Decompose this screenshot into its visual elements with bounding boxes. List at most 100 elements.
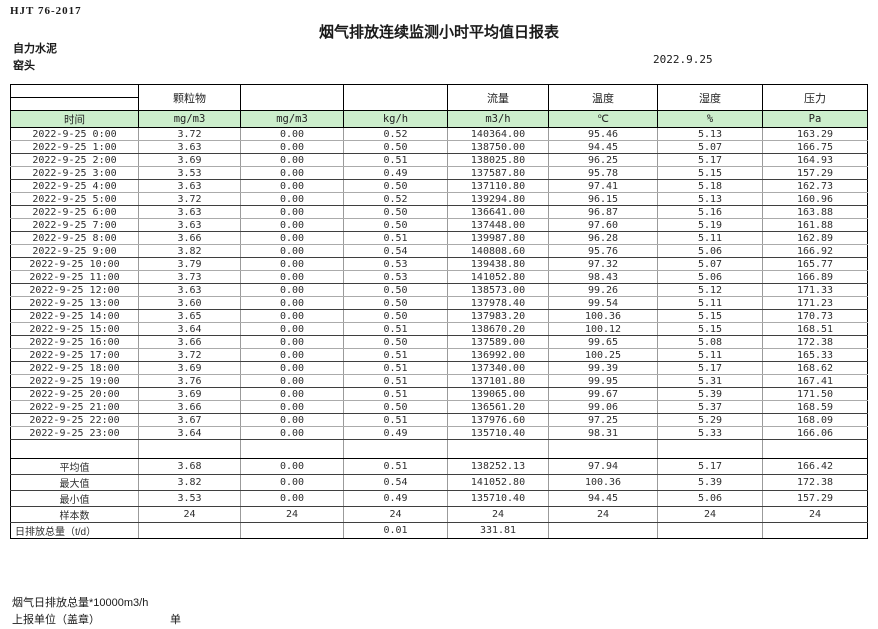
unit-percent: % [657, 110, 763, 128]
cell-time: 2022-9-25 20:00 [10, 387, 139, 401]
cell-value: 0.00 [240, 270, 344, 284]
cell-value: 5.17 [657, 153, 763, 167]
report-date: 2022.9.25 [653, 53, 713, 66]
cell-value: 5.18 [657, 179, 763, 193]
cell-value: 157.29 [762, 490, 868, 507]
cell-value: 0.00 [240, 374, 344, 388]
cell-value: 137983.20 [447, 309, 549, 323]
cell-value: 5.12 [657, 283, 763, 297]
cell-value: 5.29 [657, 413, 763, 427]
header-blank-bottom [10, 97, 139, 111]
unit-m3h: m3/h [447, 110, 549, 128]
cell-value: 97.32 [548, 257, 658, 271]
cell-value: 3.72 [138, 192, 241, 206]
cell-value: 0.54 [343, 474, 448, 491]
summary-label: 日排放总量（t/d） [10, 522, 139, 539]
cell-value: 3.68 [138, 458, 241, 475]
cell-value: 0.50 [343, 218, 448, 232]
col-group-blank-2 [343, 84, 448, 111]
cell-value: 137976.60 [447, 413, 549, 427]
cell-value: 98.43 [548, 270, 658, 284]
cell-value: 162.73 [762, 179, 868, 193]
cell-value: 168.51 [762, 322, 868, 336]
cell-value: 5.31 [657, 374, 763, 388]
cell-value: 5.11 [657, 348, 763, 362]
cell-value: 0.00 [240, 192, 344, 206]
cell-value: 95.78 [548, 166, 658, 180]
cell-value: 0.50 [343, 140, 448, 154]
cell-value: 166.42 [762, 458, 868, 475]
cell-value: 24 [762, 506, 868, 523]
header-time: 时间 [10, 110, 139, 128]
cell-time: 2022-9-25 11:00 [10, 270, 139, 284]
cell-value: 168.59 [762, 400, 868, 414]
cell-value: 0.00 [240, 231, 344, 245]
cell-value: 139438.80 [447, 257, 549, 271]
cell-value: 5.15 [657, 166, 763, 180]
col-group-pressure: 压力 [762, 84, 868, 111]
cell-value: 3.66 [138, 231, 241, 245]
table-row: 2022-9-25 17:00 3.72 0.00 0.51 136992.00… [10, 348, 868, 362]
cell-value: 141052.80 [447, 270, 549, 284]
cell-value: 3.66 [138, 335, 241, 349]
cell-value: 0.51 [343, 458, 448, 475]
cell-value: 5.07 [657, 140, 763, 154]
cell-value: 139987.80 [447, 231, 549, 245]
company-name: 自力水泥 [13, 43, 57, 55]
cell-value: 96.28 [548, 231, 658, 245]
cell-value: 171.33 [762, 283, 868, 297]
table-row: 2022-9-25 7:00 3.63 0.00 0.50 137448.00 … [10, 218, 868, 232]
cell-time: 2022-9-25 2:00 [10, 153, 139, 167]
cell-value: 136992.00 [447, 348, 549, 362]
table-row: 2022-9-25 21:00 3.66 0.00 0.50 136561.20… [10, 400, 868, 414]
cell-value: 0.50 [343, 283, 448, 297]
cell-value: 138025.80 [447, 153, 549, 167]
cell-value: 3.63 [138, 218, 241, 232]
cell-value: 5.08 [657, 335, 763, 349]
table-row: 2022-9-25 13:00 3.60 0.00 0.50 137978.40… [10, 296, 868, 310]
cell-value: 0.50 [343, 309, 448, 323]
cell-value: 0.52 [343, 192, 448, 206]
cell-value: 3.69 [138, 361, 241, 375]
cell-value: 99.06 [548, 400, 658, 414]
cell-value: 0.51 [343, 348, 448, 362]
cell-value: 162.89 [762, 231, 868, 245]
cell-value [762, 522, 868, 539]
cell-value: 0.50 [343, 179, 448, 193]
cell-value: 95.76 [548, 244, 658, 258]
cell-value: 3.79 [138, 257, 241, 271]
cell-value: 24 [447, 506, 549, 523]
cell-value: 3.64 [138, 322, 241, 336]
cell-value [548, 522, 658, 539]
cell-value: 3.60 [138, 296, 241, 310]
cell-value: 0.00 [240, 257, 344, 271]
cell-value: 100.12 [548, 322, 658, 336]
cell-value: 0.50 [343, 400, 448, 414]
summary-label: 最大值 [10, 474, 139, 491]
cell-value: 140364.00 [447, 127, 549, 141]
cell-value: 5.11 [657, 231, 763, 245]
cell-value: 3.69 [138, 387, 241, 401]
cell-time: 2022-9-25 22:00 [10, 413, 139, 427]
cell-value: 0.51 [343, 322, 448, 336]
cell-time: 2022-9-25 16:00 [10, 335, 139, 349]
cell-value: 96.25 [548, 153, 658, 167]
summary-label: 最小值 [10, 490, 139, 507]
cell-value: 138573.00 [447, 283, 549, 297]
cell-value: 137448.00 [447, 218, 549, 232]
cell-value: 5.06 [657, 244, 763, 258]
cell-time: 2022-9-25 1:00 [10, 140, 139, 154]
spacer-row [10, 439, 868, 459]
table-row: 2022-9-25 12:00 3.63 0.00 0.50 138573.00… [10, 283, 868, 297]
cell-value: 97.41 [548, 179, 658, 193]
cell-value: 0.00 [240, 153, 344, 167]
cell-value: 95.46 [548, 127, 658, 141]
cell-value: 3.73 [138, 270, 241, 284]
cell-value: 164.93 [762, 153, 868, 167]
cell-value: 100.36 [548, 474, 658, 491]
cell-time: 2022-9-25 17:00 [10, 348, 139, 362]
cell-value: 0.51 [343, 374, 448, 388]
cell-value: 0.00 [240, 348, 344, 362]
cell-value: 0.51 [343, 413, 448, 427]
